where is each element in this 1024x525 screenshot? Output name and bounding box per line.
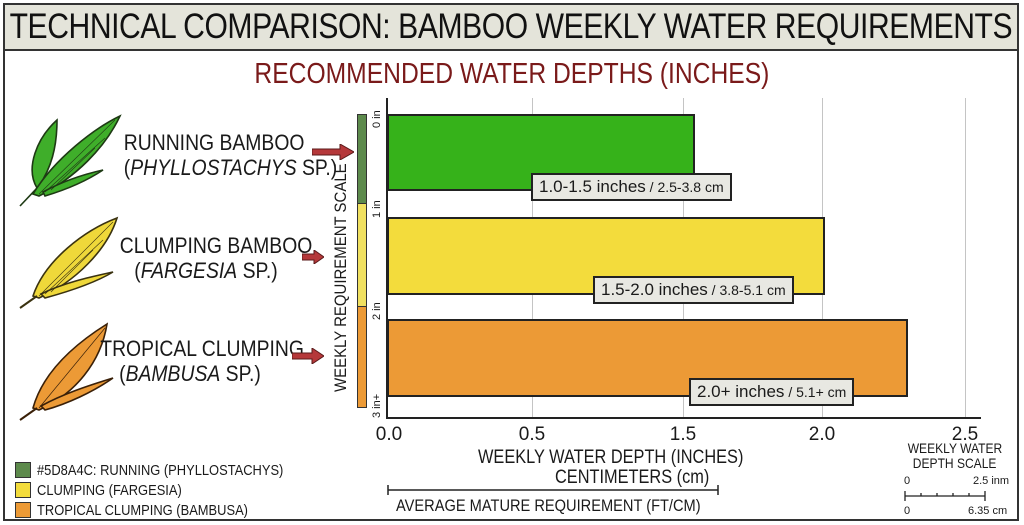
x-axis-label-cm: CENTIMETERS (cm) [555, 467, 710, 488]
legend-item-running: #5D8A4C: RUNNING (PHYLLOSTACHYS) [15, 460, 323, 480]
legend: #5D8A4C: RUNNING (PHYLLOSTACHYS) CLUMPIN… [15, 460, 323, 520]
legend-swatch [15, 462, 31, 478]
orange-leaf-icon [19, 322, 114, 421]
green-leaf-icon [19, 114, 122, 207]
x-tick: 1.5 [669, 424, 697, 445]
scale-segment-running [357, 114, 367, 204]
legend-item-clumping: CLUMPING (FARGESIA) [15, 480, 323, 500]
range-bracket [387, 485, 719, 495]
scale-tick-3: 3 in+ [371, 393, 383, 418]
species-label-clumping: CLUMPING BAMBOO (FARGESIA SP.) [119, 233, 313, 283]
scale-segment-clumping [357, 203, 367, 307]
depth-scale-bottom-left: 0 [904, 505, 911, 517]
arrow-right-icon [312, 144, 354, 160]
bar-label-clumping: 1.5-2.0 inches / 3.8-5.1 cm [593, 276, 794, 304]
legend-item-tropical: TROPICAL CLUMPING (BAMBUSA) [15, 500, 323, 520]
scale-tick-1: 1 in [371, 200, 383, 218]
legend-swatch [15, 482, 31, 498]
depth-scale-bottom-right: 6.35 cm [968, 505, 1008, 517]
legend-swatch [15, 502, 31, 518]
depth-scale-ruler [904, 491, 986, 501]
bracket-label: AVERAGE MATURE REQUIREMENT (FT/CM) [396, 496, 701, 515]
scale-tick-2: 2 in [371, 302, 383, 320]
arrow-right-icon [302, 250, 324, 264]
x-tick: 0.5 [518, 424, 546, 445]
yellow-leaf-icon [19, 216, 119, 309]
x-axis-label: WEEKLY WATER DEPTH (INCHES) [478, 447, 744, 468]
x-tick: 2.0 [808, 424, 836, 445]
depth-scale-title: WEEKLY WATER DEPTH SCALE [907, 440, 1003, 471]
vertical-scale-label: WEEKLY REQUIREMENT SCALE [331, 163, 350, 392]
bar-label-running: 1.0-1.5 inches / 2.5-3.8 cm [531, 173, 732, 201]
species-label-running: RUNNING BAMBOO (PHYLLOSTACHYS SP.) [123, 130, 338, 180]
depth-scale-top-right: 2.5 inm [973, 475, 1010, 487]
title-bar: TECHNICAL COMPARISON: BAMBOO WEEKLY WATE… [3, 3, 1019, 51]
page-title: TECHNICAL COMPARISON: BAMBOO WEEKLY WATE… [9, 7, 1013, 46]
chart-subtitle: RECOMMENDED WATER DEPTHS (INCHES) [254, 58, 770, 90]
x-axis-line [386, 417, 981, 419]
x-tick: 2.5 [951, 424, 979, 445]
scale-tick-0: 0 in [371, 110, 383, 128]
species-label-tropical: TROPICAL CLUMPING (BAMBUSA SP.) [100, 336, 304, 386]
depth-scale-top-left: 0 [904, 475, 911, 487]
scale-segment-tropical [357, 306, 367, 408]
arrow-right-icon [292, 348, 324, 364]
x-tick: 0.0 [375, 424, 403, 445]
bar-label-tropical: 2.0+ inches / 5.1+ cm [689, 378, 855, 406]
gridline [965, 98, 966, 418]
